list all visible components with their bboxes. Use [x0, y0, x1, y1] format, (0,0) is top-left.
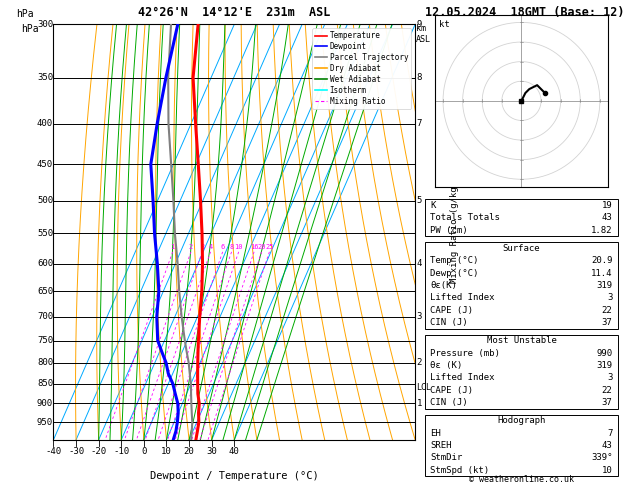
Text: Dewpoint / Temperature (°C): Dewpoint / Temperature (°C): [150, 471, 319, 481]
Text: 950: 950: [37, 417, 53, 427]
Text: Most Unstable: Most Unstable: [486, 336, 557, 346]
Text: 30: 30: [206, 447, 217, 456]
Text: StmSpd (kt): StmSpd (kt): [430, 466, 489, 475]
Text: Pressure (mb): Pressure (mb): [430, 348, 500, 358]
Text: 43: 43: [602, 441, 613, 450]
Text: 990: 990: [596, 348, 613, 358]
Text: Dewp (°C): Dewp (°C): [430, 269, 479, 278]
Text: 700: 700: [37, 312, 53, 321]
Text: 10: 10: [602, 466, 613, 475]
Text: θε(K): θε(K): [430, 281, 457, 290]
Text: 16: 16: [250, 244, 259, 250]
Text: CIN (J): CIN (J): [430, 318, 468, 327]
Text: Totals Totals: Totals Totals: [430, 213, 500, 222]
Text: Temp (°C): Temp (°C): [430, 256, 479, 265]
Text: CAPE (J): CAPE (J): [430, 385, 474, 395]
Text: -40: -40: [45, 447, 62, 456]
Text: kt: kt: [438, 20, 449, 29]
Text: 319: 319: [596, 361, 613, 370]
Text: EH: EH: [430, 429, 441, 438]
Text: LCL: LCL: [416, 383, 431, 392]
Text: 7: 7: [607, 429, 613, 438]
Text: 400: 400: [37, 119, 53, 128]
Bar: [425, 335, 618, 409]
Text: 319: 319: [596, 281, 613, 290]
Text: 43: 43: [602, 213, 613, 222]
Text: 19: 19: [602, 201, 613, 210]
Text: 3: 3: [416, 312, 422, 321]
Text: 600: 600: [37, 259, 53, 268]
Text: 4: 4: [208, 244, 213, 250]
Text: -10: -10: [113, 447, 130, 456]
Text: 3: 3: [607, 293, 613, 302]
Text: Lifted Index: Lifted Index: [430, 293, 495, 302]
Text: © weatheronline.co.uk: © weatheronline.co.uk: [469, 474, 574, 484]
Text: 1: 1: [170, 244, 175, 250]
Text: 1: 1: [416, 399, 422, 408]
Text: Lifted Index: Lifted Index: [430, 373, 495, 382]
Text: 40: 40: [229, 447, 240, 456]
Text: Mixing Ratio (g/kg): Mixing Ratio (g/kg): [450, 181, 459, 283]
Text: 5: 5: [416, 196, 422, 205]
Text: 450: 450: [37, 160, 53, 169]
Text: hPa: hPa: [16, 9, 33, 19]
Text: 500: 500: [37, 196, 53, 205]
Text: 550: 550: [37, 229, 53, 238]
Text: 12.05.2024  18GMT (Base: 12): 12.05.2024 18GMT (Base: 12): [425, 6, 624, 19]
Text: 9: 9: [416, 20, 422, 29]
Text: 650: 650: [37, 287, 53, 295]
Text: 0: 0: [141, 447, 147, 456]
Text: 6: 6: [221, 244, 225, 250]
Text: 11.4: 11.4: [591, 269, 613, 278]
Text: 7: 7: [416, 119, 422, 128]
Text: 42°26'N  14°12'E  231m  ASL: 42°26'N 14°12'E 231m ASL: [138, 6, 330, 19]
Text: 2: 2: [416, 358, 422, 367]
Text: 350: 350: [37, 73, 53, 82]
Text: θε (K): θε (K): [430, 361, 463, 370]
Text: km
ASL: km ASL: [416, 24, 431, 44]
Text: CAPE (J): CAPE (J): [430, 306, 474, 314]
Text: 25: 25: [265, 244, 274, 250]
Text: Surface: Surface: [503, 244, 540, 253]
Text: 22: 22: [602, 385, 613, 395]
Text: Hodograph: Hodograph: [498, 417, 545, 425]
Legend: Temperature, Dewpoint, Parcel Trajectory, Dry Adiabat, Wet Adiabat, Isotherm, Mi: Temperature, Dewpoint, Parcel Trajectory…: [312, 28, 411, 109]
Text: 20: 20: [257, 244, 266, 250]
Text: 10: 10: [235, 244, 243, 250]
Text: 37: 37: [602, 398, 613, 407]
Text: 20: 20: [184, 447, 194, 456]
Text: SREH: SREH: [430, 441, 452, 450]
Text: 3: 3: [607, 373, 613, 382]
Text: 10: 10: [161, 447, 172, 456]
Text: 800: 800: [37, 358, 53, 367]
Text: 900: 900: [37, 399, 53, 408]
Bar: [425, 199, 618, 236]
Text: -20: -20: [91, 447, 107, 456]
Text: 3: 3: [200, 244, 204, 250]
Text: PW (cm): PW (cm): [430, 226, 468, 235]
Text: -30: -30: [68, 447, 84, 456]
Text: 4: 4: [416, 259, 422, 268]
Text: StmDir: StmDir: [430, 453, 463, 462]
Text: 2: 2: [189, 244, 193, 250]
Text: 20.9: 20.9: [591, 256, 613, 265]
Text: CIN (J): CIN (J): [430, 398, 468, 407]
Text: 300: 300: [37, 20, 53, 29]
Text: 37: 37: [602, 318, 613, 327]
Bar: [425, 243, 618, 329]
Text: hPa: hPa: [21, 24, 39, 35]
Text: 22: 22: [602, 306, 613, 314]
Text: 8: 8: [416, 73, 422, 82]
Text: 850: 850: [37, 379, 53, 388]
Text: 339°: 339°: [591, 453, 613, 462]
Text: K: K: [430, 201, 436, 210]
Bar: [425, 415, 618, 476]
Text: 1.82: 1.82: [591, 226, 613, 235]
Text: 750: 750: [37, 336, 53, 345]
Text: 8: 8: [230, 244, 234, 250]
